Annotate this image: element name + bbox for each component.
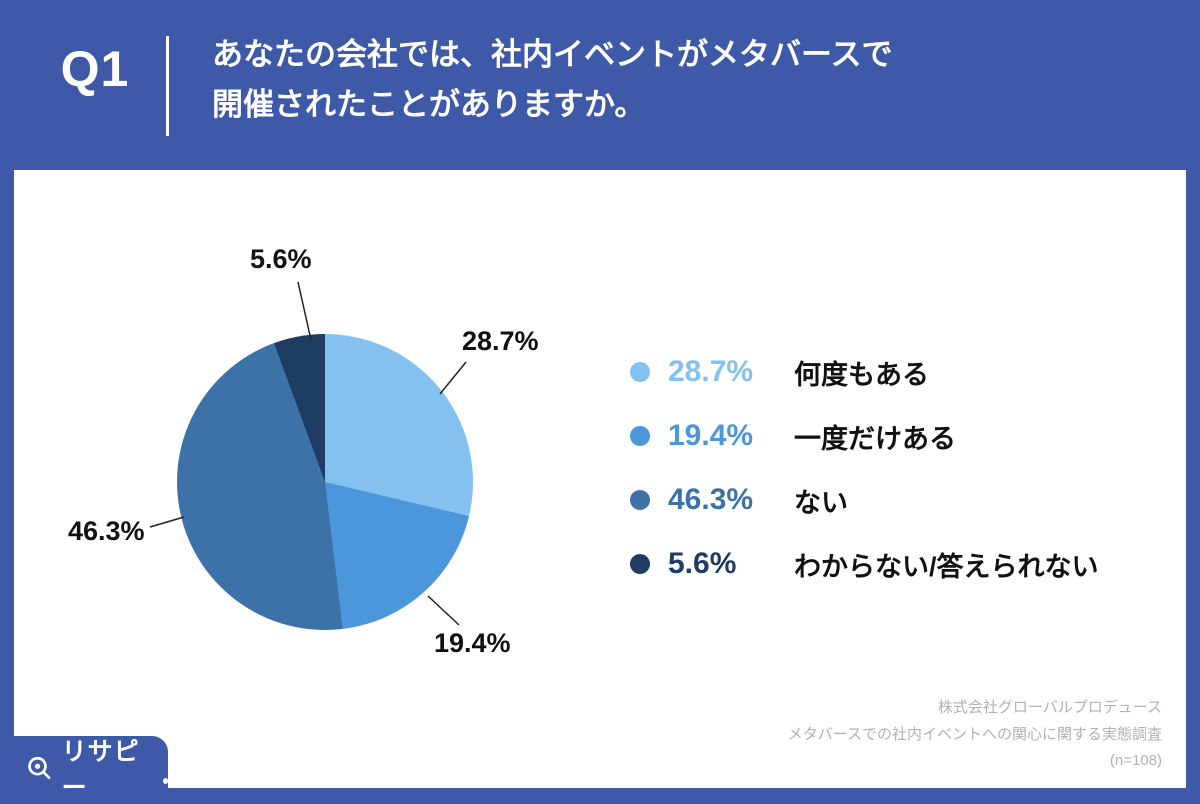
question-line-1: あなたの会社では、社内イベントがメタバースで <box>212 37 893 72</box>
header-divider <box>166 36 169 136</box>
legend-row: 46.3% ない <box>630 478 1099 522</box>
legend-label: わからない/答えられない <box>794 551 1099 582</box>
source-line-3: (n=108) <box>1109 751 1162 769</box>
legend-percent: 19.4% <box>668 419 754 452</box>
legend-dot-icon <box>630 490 650 510</box>
legend-dot-icon <box>630 554 650 574</box>
legend-label: 何度もある <box>794 359 929 390</box>
bottom-strip <box>0 788 1200 800</box>
legend-row: 28.7% 何度もある <box>630 350 1099 394</box>
pie-label-28.7: 28.7% <box>462 326 539 356</box>
pie-chart <box>177 334 473 630</box>
legend-row: 19.4% 一度だけある <box>630 414 1099 458</box>
chart-card: 5.6% 28.7% 19.4% 46.3% 28.7% 何度もある 19.4%… <box>14 170 1186 788</box>
pie-label-46.3: 46.3% <box>68 516 145 546</box>
source-note: 株式会社グローバルプロデュース メタバースでの社内イベントへの関心に関する実態調… <box>788 695 1162 774</box>
legend-label: ない <box>794 487 848 518</box>
legend-label: 一度だけある <box>794 423 956 454</box>
source-line-1: 株式会社グローバルプロデュース <box>937 699 1162 717</box>
legend-percent: 28.7% <box>668 355 754 388</box>
logo-dot <box>162 778 168 784</box>
question-text: あなたの会社では、社内イベントがメタバースで 開催されたことがありますか。 <box>212 30 1170 129</box>
legend-dot-icon <box>630 362 650 382</box>
question-line-2: 開催されたことがありますか。 <box>212 86 646 122</box>
leader-line-19.4 <box>427 595 460 626</box>
legend-dot-icon <box>630 426 650 446</box>
question-number: Q1 <box>60 41 130 97</box>
leader-line-5.6 <box>297 281 312 341</box>
legend-percent: 5.6% <box>668 547 737 580</box>
header: Q1 あなたの会社では、社内イベントがメタバースで 開催されたことがありますか。 <box>0 0 1200 170</box>
legend: 28.7% 何度もある 19.4% 一度だけある 46.3% ない 5.6% わ… <box>630 350 1099 586</box>
magnifier-icon <box>28 756 51 780</box>
leader-line-46.3 <box>149 516 185 528</box>
logo: リサピー <box>14 736 168 802</box>
pie-label-19.4: 19.4% <box>434 628 511 658</box>
legend-percent: 46.3% <box>668 483 754 516</box>
legend-row: 5.6% わからない/答えられない <box>630 542 1099 586</box>
pie-label-5.6: 5.6% <box>250 244 312 274</box>
logo-text: リサピー <box>61 738 140 802</box>
leader-line-28.7 <box>439 361 467 395</box>
source-line-2: メタバースでの社内イベントへの関心に関する実態調査 <box>787 725 1162 743</box>
